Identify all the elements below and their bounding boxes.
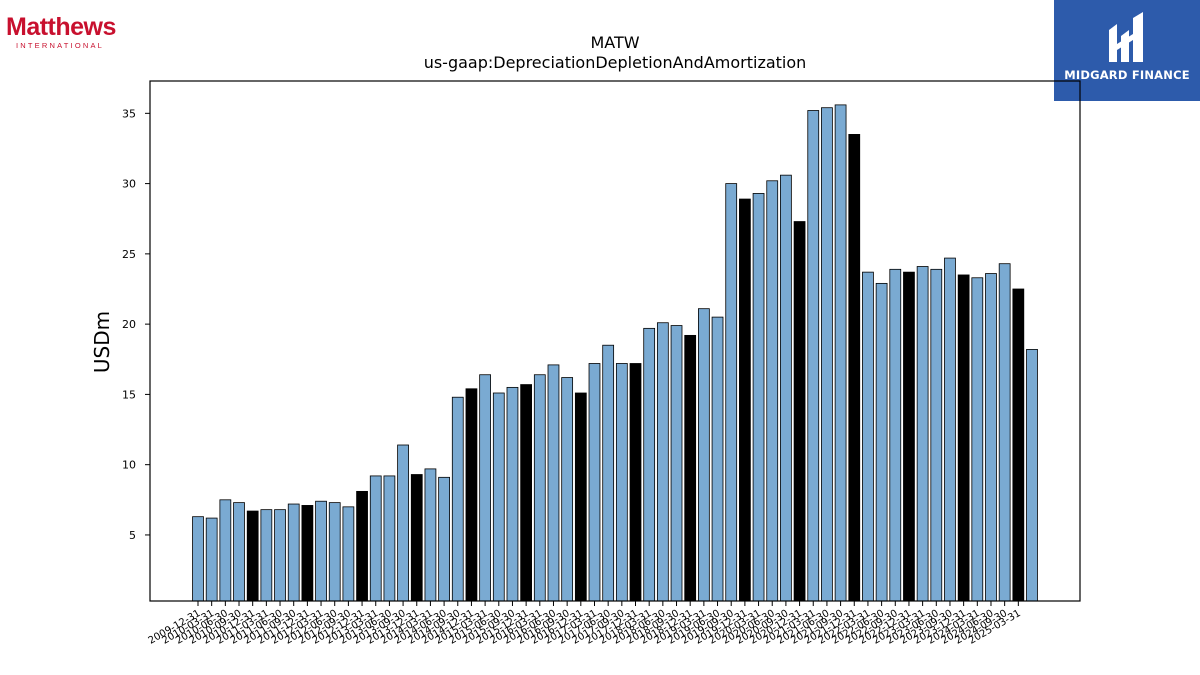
bar — [219, 499, 232, 602]
bar — [985, 273, 997, 602]
bar — [807, 110, 820, 602]
bar — [780, 174, 792, 602]
y-ticks-group: 5 10 15 20 25 30 35 — [122, 107, 150, 542]
bar — [643, 327, 656, 602]
y-tick-label: 5 — [129, 529, 136, 542]
bar — [848, 134, 861, 602]
matthews-logo: Matthews INTERNATIONAL — [6, 12, 116, 50]
bar — [862, 271, 874, 602]
chart-subtitle: us-gaap:DepreciationDepletionAndAmortiza… — [424, 53, 807, 72]
bar — [739, 198, 751, 602]
bar — [602, 344, 615, 602]
bar — [506, 386, 519, 602]
bar — [260, 509, 273, 602]
midgard-mark-icon — [1109, 12, 1143, 62]
bar — [315, 500, 327, 602]
bar — [588, 363, 601, 602]
bar — [629, 363, 642, 602]
bar — [233, 502, 245, 602]
bar — [834, 104, 847, 602]
bar — [533, 374, 546, 602]
bar — [793, 221, 806, 602]
bar — [410, 474, 423, 602]
bar — [971, 277, 984, 602]
matthews-logo-sub: INTERNATIONAL — [16, 41, 105, 50]
bar — [438, 476, 450, 602]
bar — [328, 502, 341, 602]
bar — [492, 392, 505, 602]
bar — [615, 363, 628, 602]
y-tick-label: 20 — [122, 318, 136, 331]
bar — [424, 468, 437, 602]
y-tick-label: 35 — [122, 107, 136, 120]
bar — [821, 107, 833, 602]
bar — [711, 316, 724, 602]
bar — [520, 384, 532, 602]
bar — [369, 475, 382, 602]
bar — [342, 506, 355, 602]
bar — [287, 503, 300, 602]
bar — [547, 364, 560, 602]
bar — [766, 180, 779, 602]
bar — [246, 510, 259, 602]
bar — [574, 392, 587, 602]
y-tick-label: 10 — [122, 459, 136, 472]
bars-group — [192, 104, 1038, 602]
midgard-finance-logo: MIDGARD FINANCE — [1054, 0, 1200, 101]
bar — [301, 505, 314, 602]
bar — [274, 509, 286, 602]
plot-frame — [149, 80, 1081, 602]
bar — [479, 374, 491, 602]
bar — [957, 274, 970, 602]
bar — [752, 193, 765, 602]
bar — [725, 183, 738, 602]
bar — [561, 377, 574, 602]
bar — [1012, 288, 1025, 602]
bar — [451, 396, 464, 602]
y-tick-label: 30 — [122, 178, 136, 191]
bar — [356, 490, 368, 602]
midgard-finance-name: MIDGARD FINANCE — [1064, 68, 1190, 82]
bar — [998, 263, 1011, 602]
bar — [889, 268, 902, 602]
bar — [1026, 349, 1038, 602]
bar — [903, 271, 915, 602]
bar — [930, 268, 943, 602]
bar — [944, 257, 956, 602]
x-ticks-group: 2009-12-312010-03-312010-06-302010-09-30… — [147, 601, 1023, 647]
y-tick-label: 25 — [122, 248, 136, 261]
bar — [684, 334, 697, 602]
bar — [397, 444, 409, 602]
bar — [205, 517, 218, 602]
y-axis-label: USDm — [90, 311, 114, 373]
matthews-logo-brand: Matthews — [6, 13, 116, 41]
bar — [698, 308, 710, 602]
bar — [383, 475, 396, 602]
bar — [656, 322, 669, 602]
bar — [465, 388, 478, 602]
bar — [670, 325, 683, 602]
y-tick-label: 15 — [122, 388, 136, 401]
chart-title: MATW — [590, 33, 639, 52]
bar — [916, 266, 929, 602]
bar — [875, 282, 888, 602]
bar — [192, 516, 204, 602]
